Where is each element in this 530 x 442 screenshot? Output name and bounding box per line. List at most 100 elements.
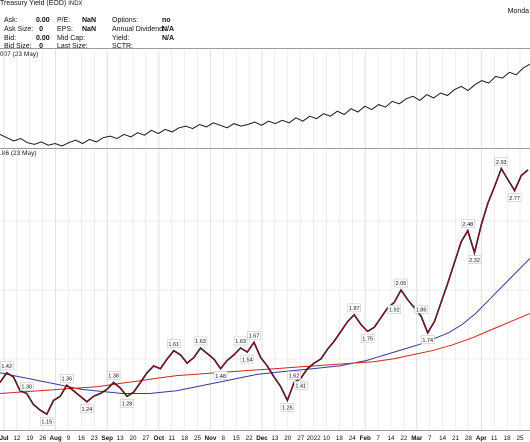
price-annotation-box <box>507 193 522 202</box>
price-annotation-box <box>360 334 375 343</box>
price-annotation-box <box>120 399 134 408</box>
price-annotation-label: 1.75 <box>362 337 373 343</box>
x-tick-label: 11 <box>491 435 498 442</box>
price-annotation-box <box>167 339 181 348</box>
x-tick-label: Sep <box>101 435 113 442</box>
x-tick-label: Nov <box>204 435 216 442</box>
chart-title: Treasury Yield (EOD) INDX <box>0 0 83 7</box>
annual-dividend-value: N/A <box>162 26 175 33</box>
x-tick-label: 21 <box>452 435 460 442</box>
price-annotation-box <box>394 278 408 288</box>
x-tick-label: 15 <box>233 435 241 442</box>
last-size-label: Last Size: <box>57 43 88 50</box>
ask-size-row: Ask Size: 0 <box>4 26 43 33</box>
price-annotation-label: 1.42 <box>1 364 12 370</box>
main-panel <box>0 166 530 416</box>
price-annotation-label: 2.05 <box>396 281 407 287</box>
mid-cap-label: Mid Cap: <box>57 35 86 42</box>
price-annotation-label: 1.54 <box>242 357 253 363</box>
price-annotation-box <box>287 371 301 380</box>
price-annotation-box <box>494 157 509 166</box>
x-tick-label: 14 <box>387 435 395 442</box>
price-annotation-box <box>106 371 121 380</box>
x-tick-label: Apr <box>476 435 487 442</box>
price-annotation-label: 1.86 <box>416 307 427 313</box>
x-tick-label: Jul <box>0 435 9 442</box>
price-annotation-box <box>60 373 74 383</box>
price-line <box>0 167 529 415</box>
bid-size-value: 0 <box>39 43 43 50</box>
x-tick-label: 20 <box>129 435 137 442</box>
x-tick-label: 16 <box>78 435 86 442</box>
x-tick-label: 7 <box>428 435 432 442</box>
pe-value: NaN <box>82 17 97 24</box>
price-annotation-label: 1.63 <box>235 339 246 345</box>
price-annotation-label: 1.92 <box>389 308 400 314</box>
eps-label: EPS: <box>57 26 73 33</box>
bid-size-label: Bid Size: <box>4 43 32 50</box>
x-tick-label: 19 <box>26 435 34 442</box>
price-line-outline <box>0 166 529 416</box>
x-tick-label: 11 <box>168 435 175 442</box>
x-tick-label: 10 <box>323 435 331 442</box>
bid-size-row: Bid Size: 0 <box>4 43 43 50</box>
grid-lines <box>0 50 530 430</box>
price-annotation-label: 2.77 <box>509 196 520 202</box>
x-tick-label: 18 <box>504 435 512 442</box>
ask-size-value: 0 <box>39 26 43 33</box>
x-tick-label: 12 <box>13 435 21 442</box>
x-tick-label: 7 <box>376 435 380 442</box>
x-tick-label: 22 <box>246 435 254 442</box>
price-annotation-box <box>294 381 308 390</box>
x-tick-label: 13 <box>271 435 279 442</box>
x-tick-label: 2022 <box>307 435 322 442</box>
x-axis: Jul 12 19 26 Aug 9 16 23 Sep 13 20 27 Oct 11 18 25 Nov 8 1… <box>0 435 524 442</box>
pe-row: P/E: NaN <box>57 17 96 24</box>
price-annotation-label: 1.38 <box>108 374 119 380</box>
price-annotation-box <box>387 305 402 314</box>
price-annotation-label: 1.48 <box>215 374 226 380</box>
bid-label: Bid: <box>4 35 17 42</box>
annual-dividend-row: Annual Dividend:N/A <box>112 26 174 33</box>
x-tick-label: 27 <box>297 435 305 442</box>
x-tick-label: 9 <box>67 435 71 442</box>
x-tick-label: Feb <box>360 435 371 442</box>
moving-average-short-line <box>0 257 530 394</box>
x-tick-label: 25 <box>194 435 202 442</box>
price-annotation-box <box>347 303 361 313</box>
annual-dividend-label: Annual Dividend: <box>112 26 165 33</box>
price-annotation-box <box>19 382 34 391</box>
price-annotation-box <box>420 335 435 345</box>
x-tick-label: 8 <box>222 435 226 442</box>
price-annotations: 1.42 1.30 1.15 1.36 1.24 1.38 1.28 1.61 1.63 1.48… <box>0 157 522 426</box>
last-size-row: Last Size: <box>57 43 88 50</box>
x-tick-label: 14 <box>439 435 447 442</box>
x-tick-label: Mar <box>411 435 423 442</box>
x-tick-label: 28 <box>465 435 473 442</box>
price-annotation-box <box>233 336 248 346</box>
upper-series-line <box>0 63 530 147</box>
price-annotation-box <box>80 404 94 414</box>
x-tick-label: 18 <box>336 435 344 442</box>
price-annotation-box <box>247 331 261 340</box>
price-annotation-label: 2.93 <box>496 160 507 166</box>
options-label: Options: <box>112 17 139 24</box>
options-row: Options: no <box>112 17 171 24</box>
price-annotation-box <box>467 255 482 264</box>
price-annotation-label: 1.30 <box>21 385 32 391</box>
price-annotation-box <box>213 371 228 380</box>
yield-row: Yield: N/A <box>112 35 174 42</box>
options-value: no <box>162 17 171 24</box>
quote-info-panel: Ask: 0.00 Ask Size: 0 Bid: 0.00 Bid Size: 0 … <box>0 10 530 50</box>
price-annotation-label: 1.74 <box>422 338 433 344</box>
price-annotation-label: 1.24 <box>82 407 93 413</box>
x-tick-label: Dec <box>256 435 268 442</box>
moving-average-long-line <box>0 313 530 394</box>
price-annotation-box <box>0 361 14 371</box>
eps-value: NaN <box>82 26 97 33</box>
price-annotation-label: 1.63 <box>195 339 206 345</box>
x-tick-label: 24 <box>349 435 357 442</box>
ask-size-label: Ask Size: <box>4 26 34 33</box>
price-annotation-box <box>414 304 428 314</box>
